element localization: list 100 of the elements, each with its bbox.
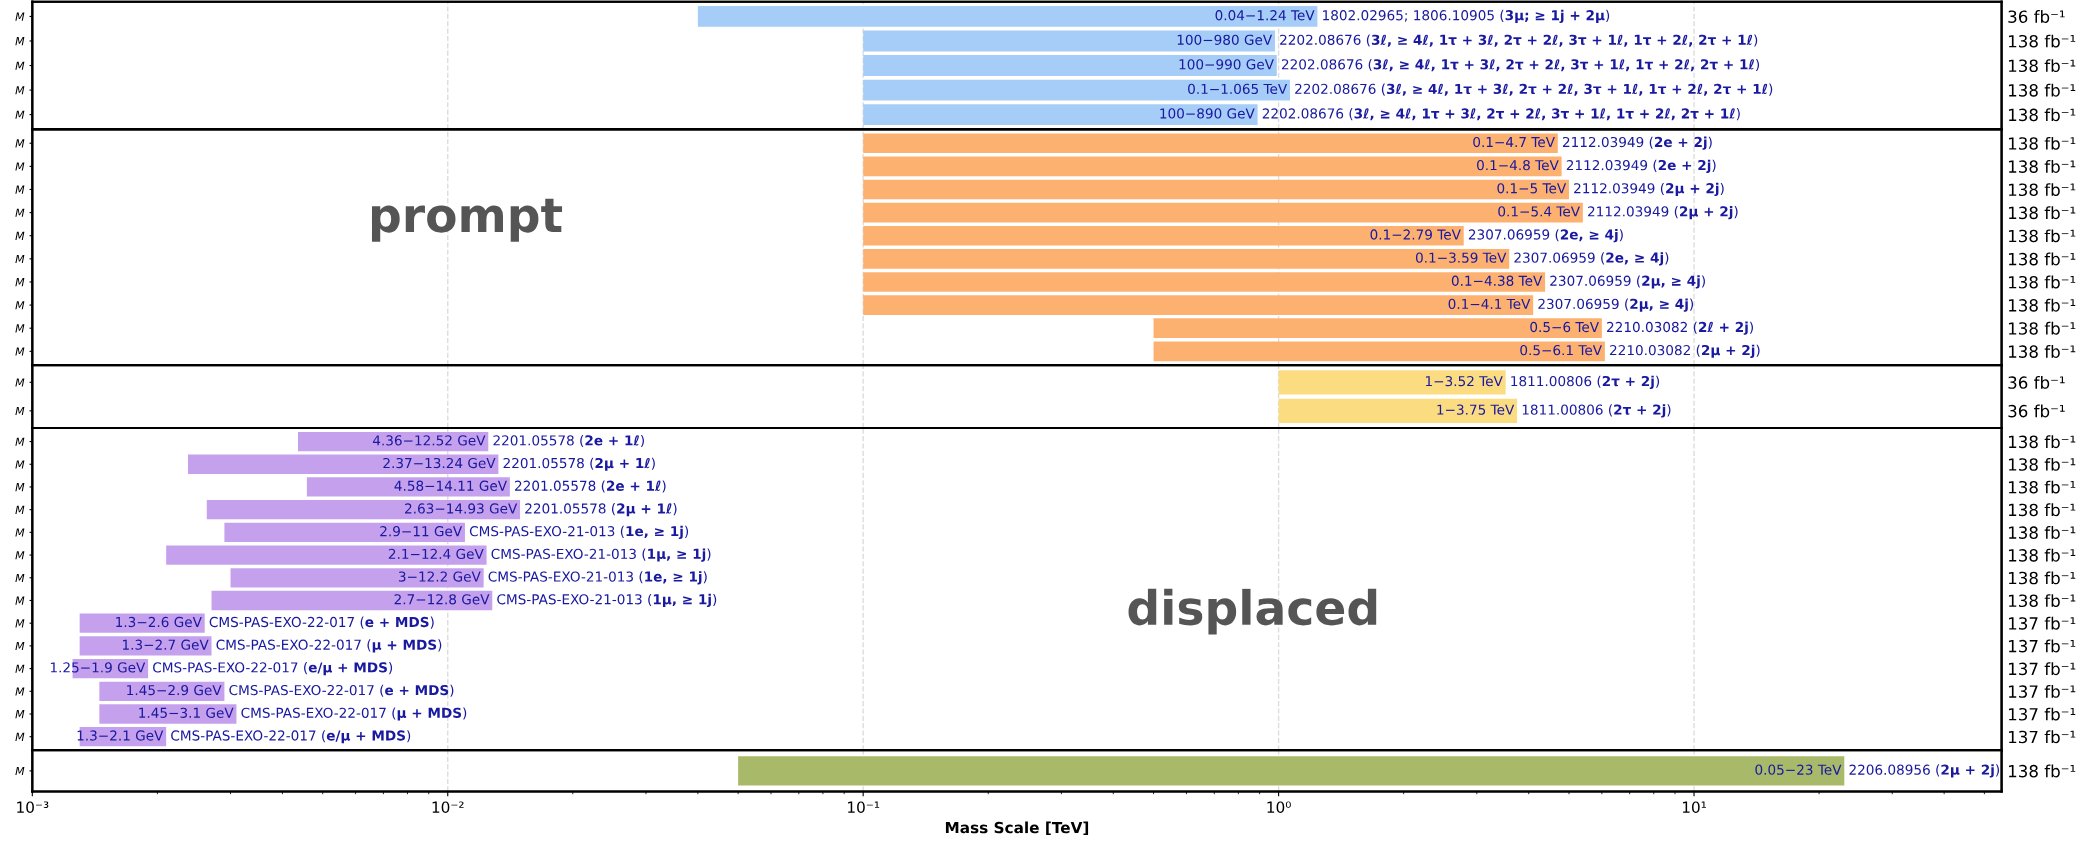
bar (863, 156, 1562, 177)
y-tick-label: M (15, 378, 25, 387)
y-tick-label: M (15, 642, 25, 651)
bar (863, 225, 1464, 246)
annotation: 2206.08956 (2μ + 2j) (1849, 764, 2000, 778)
bar (863, 104, 1258, 126)
bar (206, 500, 521, 520)
y-tick-label: M (15, 110, 25, 119)
y-tick-label: M (15, 37, 25, 46)
bar (79, 636, 212, 656)
y-tick-label: M (15, 347, 25, 356)
annotation: 0.1−3.59 TeV (1415, 252, 1507, 263)
y-tick-label: M (15, 483, 25, 492)
y2-tick-label: 138 fb⁻¹ (2008, 480, 2076, 494)
annotation: 2307.06959 (2μ, ≥ 4j) (1550, 275, 1705, 289)
annotation: 2307.06959 (2e, ≥ 4j) (1468, 229, 1623, 243)
annotation: CMS-PAS-EXO-21-013 (1e, ≥ 1j) (469, 525, 689, 540)
annotation: CMS-PAS-EXO-22-017 (e + MDS) (209, 616, 434, 629)
y2-tick-label: 36 fb⁻¹ (2008, 10, 2065, 23)
y-tick-label: M (15, 12, 25, 21)
annotation: 2201.05578 (2μ + 1ℓ) (525, 503, 677, 517)
annotation: CMS-PAS-EXO-22-017 (e + MDS) (229, 684, 454, 697)
annotation: 0.1−5.4 TeV (1498, 206, 1580, 217)
annotation: 1802.02965; 1806.10905 (3μ; ≥ 1j + 2μ) (1323, 9, 1610, 24)
annotation: 0.1−4.8 TeV (1477, 160, 1559, 171)
y2-tick-label: 138 fb⁻¹ (2008, 108, 2076, 122)
annotation: 1811.00806 (2τ + 2j) (1522, 404, 1671, 418)
y-tick-label: M (15, 732, 25, 741)
y2-tick-label: 138 fb⁻¹ (2008, 136, 2076, 150)
annotation: 2112.03949 (2μ + 2j) (1574, 182, 1724, 197)
annotation: 2210.03082 (2μ + 2j) (1610, 344, 1760, 358)
y-tick-label: M (15, 596, 25, 605)
bar (863, 179, 1569, 200)
bar (1153, 341, 1605, 362)
annotation: 2201.05578 (2e + 1ℓ) (493, 434, 644, 448)
annotation: 1.45−2.9 GeV (127, 684, 222, 696)
y2-tick-label: 138 fb⁻¹ (2008, 594, 2076, 608)
y2-tick-label: 138 fb⁻¹ (2008, 344, 2076, 358)
y-tick-label: M (15, 86, 25, 95)
y2-tick-label: 138 fb⁻¹ (2008, 457, 2076, 471)
bar (79, 613, 205, 633)
y2-tick-label: 138 fb⁻¹ (2008, 275, 2076, 289)
bar (697, 6, 1318, 27)
bar (188, 454, 499, 474)
annotation: 100−980 GeV (1177, 34, 1273, 45)
annotation: 2202.08676 (3ℓ, ≥ 4ℓ, 1τ + 3ℓ, 2τ + 2ℓ, 3τ + 1ℓ, 1τ + 2ℓ, 2τ + 1ℓ) (1281, 58, 1760, 72)
annotation: 4.58−14.11 GeV (394, 480, 507, 491)
y2-tick-label: 138 fb⁻¹ (2008, 548, 2076, 562)
y2-tick-label: 138 fb⁻¹ (2008, 183, 2076, 197)
annotation: 2201.05578 (2e + 1ℓ) (515, 480, 666, 493)
annotation: 2210.03082 (2ℓ + 2j) (1607, 321, 1753, 335)
bar (863, 133, 1558, 154)
y2-tick-label: 36 fb⁻¹ (2008, 404, 2065, 418)
annotation: 2202.08676 (3ℓ, ≥ 4ℓ, 1τ + 3ℓ, 2τ + 2ℓ, 3τ + 1ℓ, 1τ + 2ℓ, 2τ + 1ℓ) (1280, 34, 1758, 47)
annotation: prompt (371, 198, 563, 242)
bar (99, 704, 237, 724)
annotation: 2.7−12.8 GeV (394, 594, 490, 605)
y2-tick-label: 137 fb⁻¹ (2008, 707, 2076, 721)
annotation: CMS-PAS-EXO-21-013 (1μ, ≥ 1j) (491, 548, 711, 562)
annotation: 0.5−6 TeV (1530, 321, 1599, 333)
y-tick-label: M (15, 254, 25, 264)
x-tick-label: 10⁻³ (17, 801, 49, 813)
annotation: 0.05−23 TeV (1755, 764, 1842, 775)
y2-tick-label: 138 fb⁻¹ (2008, 321, 2076, 335)
annotation: CMS-PAS-EXO-22-017 (μ + MDS) (241, 707, 467, 721)
annotation: 3−12.2 GeV (398, 571, 481, 582)
annotation: 4.36−12.52 GeV (372, 435, 486, 446)
annotation: CMS-PAS-EXO-22-017 (μ + MDS) (216, 639, 442, 653)
annotation: 1−3.75 TeV (1437, 404, 1515, 415)
y2-tick-label: 138 fb⁻¹ (2008, 83, 2076, 97)
y2-tick-label: 138 fb⁻¹ (2008, 160, 2076, 173)
annotation: 2307.06959 (2e, ≥ 4j) (1514, 252, 1669, 266)
y-tick-label: M (15, 301, 25, 310)
annotation: 1.45−3.1 GeV (139, 707, 234, 718)
y2-tick-label: 138 fb⁻¹ (2008, 503, 2076, 517)
y-tick-label: M (15, 162, 25, 171)
y-tick-label: M (15, 687, 25, 696)
y2-tick-label: 138 fb⁻¹ (2008, 59, 2076, 73)
y-tick-label: M (15, 619, 25, 628)
annotation: 0.1−4.1 TeV (1448, 298, 1531, 310)
annotation: 100−890 GeV (1160, 108, 1255, 119)
annotation: 1−3.52 TeV (1425, 375, 1503, 387)
y-tick-label: M (15, 185, 25, 194)
bar (297, 431, 489, 452)
annotation: 2112.03949 (2e + 2j) (1566, 159, 1716, 173)
y-tick-label: M (15, 406, 25, 416)
bar (863, 79, 1290, 101)
bar (863, 272, 1546, 292)
annotation: 0.1−2.79 TeV (1370, 229, 1461, 240)
annotation: CMS-PAS-EXO-22-017 (e/μ + MDS) (153, 662, 393, 676)
x-tick-label: 10⁻² (432, 801, 464, 813)
y-tick-label: M (15, 573, 25, 582)
y2-tick-label: 138 fb⁻¹ (2008, 571, 2076, 585)
x-tick-label: 10⁰ (1267, 801, 1291, 813)
y2-tick-label: 137 fb⁻¹ (2008, 616, 2076, 630)
annotation: 0.1−5 TeV (1497, 183, 1567, 194)
annotation: 2112.03949 (2e + 2j) (1562, 136, 1712, 150)
y-tick-label: M (15, 710, 25, 719)
annotation: 1811.00806 (2τ + 2j) (1511, 375, 1660, 389)
bar (1153, 318, 1602, 339)
